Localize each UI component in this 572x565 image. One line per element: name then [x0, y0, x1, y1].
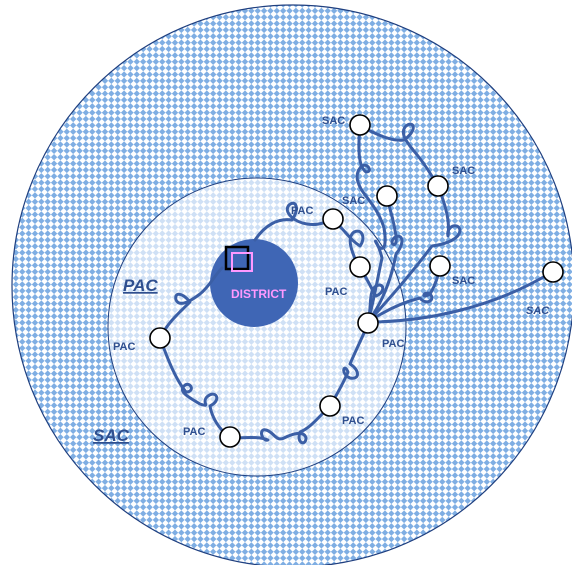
- label-pac-mid: PAC: [325, 286, 347, 298]
- label-pac-bottom-left: PAC: [183, 426, 205, 438]
- district-hub: [210, 239, 298, 327]
- label-pac-hub: PAC: [382, 338, 404, 350]
- cable-pac-left-to-district: [158, 266, 224, 340]
- node-sac-far-right: [542, 261, 564, 283]
- label-sac-right-upper: SAC: [452, 165, 475, 177]
- node-pac-bottom-right: [319, 395, 341, 417]
- node-pac-top: [322, 208, 344, 230]
- cable-hub-to-sac-mid: [366, 194, 404, 324]
- node-pac-hub: [357, 312, 379, 334]
- zone-label-sac: SAC: [93, 426, 130, 445]
- cable-hub-to-sac-right-lower: [366, 264, 442, 324]
- district-building-icon: [224, 245, 253, 272]
- node-sac-mid: [376, 185, 398, 207]
- cable-hub-to-sac-right-upper: [366, 184, 462, 324]
- node-sac-right-lower: [429, 255, 451, 277]
- node-sac-right-upper: [427, 175, 449, 197]
- label-sac-mid: SAC: [342, 195, 365, 207]
- cable-pac-top-to-hub: [331, 218, 365, 268]
- node-pac-left: [149, 327, 171, 349]
- cable-pac-bottom-left-to-left: [158, 336, 232, 440]
- label-pac-left: PAC: [113, 341, 135, 353]
- node-pac-mid: [349, 256, 371, 278]
- label-pac-bottom-right: PAC: [342, 415, 364, 427]
- cable-hub-to-pac-bottom-right: [328, 322, 370, 408]
- cable-hub-to-sac-far-right: [366, 270, 554, 324]
- cable-sac-top-to-sac-right-upper: [358, 122, 440, 188]
- zone-label-pac: PAC: [123, 276, 158, 295]
- label-sac-far-right: SAC: [526, 305, 550, 317]
- label-sac-top: SAC: [322, 115, 345, 127]
- fiber-cables: [158, 122, 554, 445]
- node-sac-top: [349, 114, 371, 136]
- label-pac-top: PAC: [291, 205, 313, 217]
- cable-hub-to-sac-top: [355, 124, 387, 324]
- cable-pac-mid-to-hub: [358, 266, 385, 324]
- label-sac-right-lower: SAC: [452, 275, 475, 287]
- cable-pac-bottom-right-to-bottom-left: [228, 404, 332, 445]
- node-pac-bottom-left: [219, 426, 241, 448]
- labels: PAC PAC PAC PAC PAC PAC SAC SAC SAC SAC …: [93, 115, 550, 445]
- district-label: DISTRICT: [231, 287, 287, 301]
- nodes: [149, 114, 564, 448]
- cable-district-to-pac-top: [253, 201, 335, 242]
